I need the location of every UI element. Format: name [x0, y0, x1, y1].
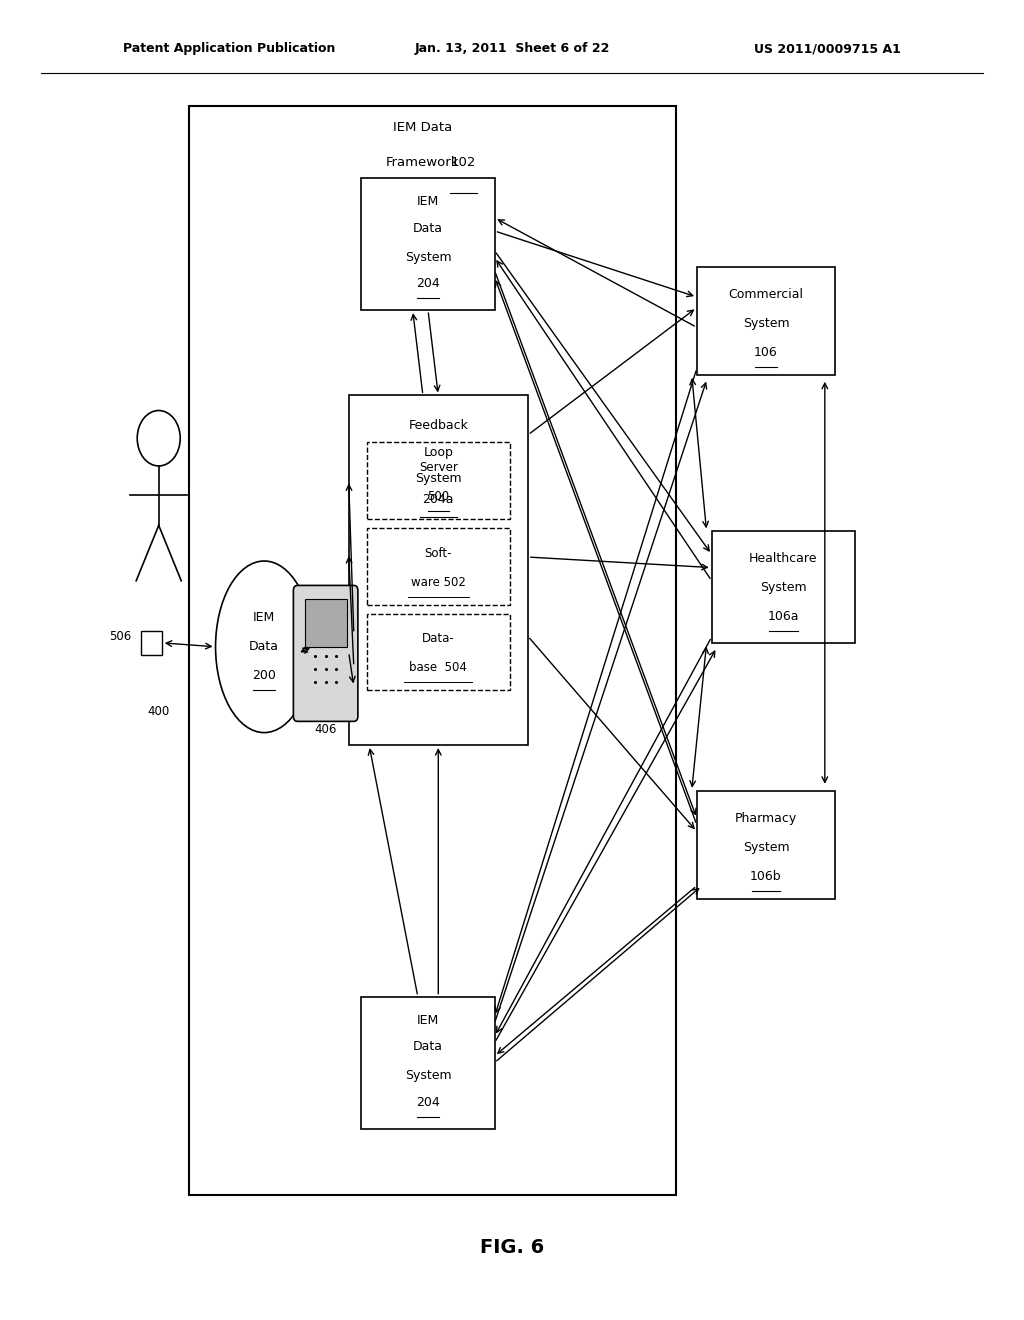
Bar — [361, 178, 495, 310]
Text: FIG. 6: FIG. 6 — [480, 1238, 544, 1257]
Text: Data: Data — [249, 640, 280, 653]
Text: 406: 406 — [314, 723, 337, 737]
Bar — [367, 614, 510, 690]
Text: Jan. 13, 2011  Sheet 6 of 22: Jan. 13, 2011 Sheet 6 of 22 — [415, 42, 609, 55]
Bar — [696, 267, 836, 375]
Text: Data: Data — [413, 222, 443, 235]
Text: System: System — [415, 473, 462, 484]
Circle shape — [137, 411, 180, 466]
Bar — [367, 528, 510, 605]
Text: 106a: 106a — [768, 610, 799, 623]
Text: System: System — [742, 841, 790, 854]
Text: IEM: IEM — [417, 1014, 439, 1027]
Text: System: System — [760, 581, 807, 594]
Text: 204: 204 — [416, 1096, 440, 1109]
Text: 200: 200 — [252, 669, 276, 682]
Text: Feedback: Feedback — [409, 420, 468, 432]
Text: 106: 106 — [754, 346, 778, 359]
Text: US 2011/0009715 A1: US 2011/0009715 A1 — [755, 42, 901, 55]
Text: Healthcare: Healthcare — [750, 552, 817, 565]
Text: base  504: base 504 — [410, 661, 467, 675]
Text: 204a: 204a — [423, 494, 454, 506]
Text: Framework: Framework — [386, 156, 459, 169]
Text: 102: 102 — [451, 156, 476, 169]
Bar — [348, 396, 528, 744]
Bar — [696, 791, 836, 899]
Text: Data-: Data- — [422, 632, 455, 645]
Text: Commercial: Commercial — [728, 288, 804, 301]
Text: IEM Data: IEM Data — [393, 121, 452, 135]
Text: IEM: IEM — [253, 611, 275, 624]
Text: System: System — [404, 1069, 452, 1082]
FancyBboxPatch shape — [293, 586, 358, 721]
Text: Patent Application Publication: Patent Application Publication — [123, 42, 335, 55]
Text: 506: 506 — [109, 630, 131, 643]
Text: 106b: 106b — [751, 870, 781, 883]
Bar — [361, 997, 495, 1129]
Text: IEM: IEM — [417, 195, 439, 209]
Bar — [712, 531, 855, 643]
Text: Loop: Loop — [423, 446, 454, 458]
Text: 400: 400 — [147, 705, 170, 718]
Bar — [141, 631, 162, 655]
Text: Pharmacy: Pharmacy — [735, 812, 797, 825]
Bar — [305, 599, 346, 647]
Text: Data: Data — [413, 1040, 443, 1053]
Text: 204: 204 — [416, 277, 440, 290]
Text: Soft-: Soft- — [425, 546, 452, 560]
Bar — [367, 442, 510, 519]
Ellipse shape — [216, 561, 313, 733]
Bar — [189, 106, 676, 1195]
Text: System: System — [404, 251, 452, 264]
Text: Server: Server — [419, 461, 458, 474]
Text: 500: 500 — [427, 490, 450, 503]
Text: ware 502: ware 502 — [411, 576, 466, 589]
Text: System: System — [742, 317, 790, 330]
